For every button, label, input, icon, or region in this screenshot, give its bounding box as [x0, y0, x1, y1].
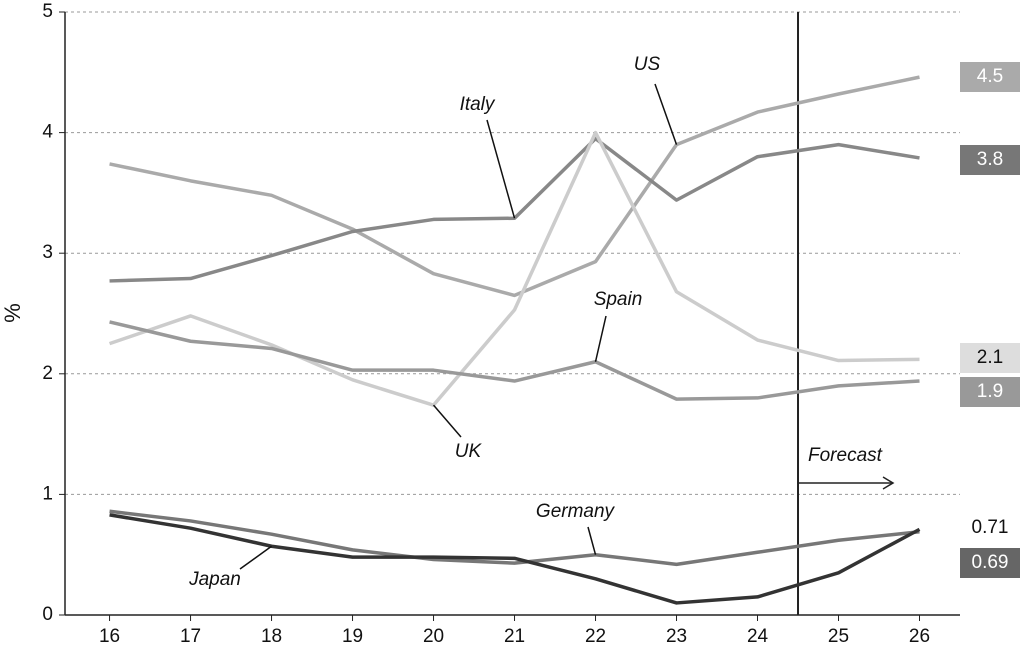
series-line — [108, 130, 920, 407]
end-label: 4.5 — [977, 66, 1003, 87]
y-tick-label: 3 — [42, 242, 53, 263]
end-label: 1.9 — [977, 381, 1003, 402]
x-tick-label: 26 — [909, 626, 930, 647]
end-label-box — [960, 145, 1020, 175]
leader-line — [239, 545, 272, 570]
x-tick-label: 24 — [747, 626, 769, 647]
forecast-label: Forecast — [808, 445, 883, 466]
x-tick-label: 23 — [666, 626, 687, 647]
end-label-box — [960, 548, 1020, 578]
end-label: 0.69 — [972, 552, 1009, 573]
end-label-box — [960, 377, 1020, 407]
x-tick-label: 22 — [585, 626, 606, 647]
x-tick-label: 20 — [423, 626, 444, 647]
series-line — [109, 509, 920, 567]
series-line — [109, 136, 920, 283]
leader-line — [587, 526, 597, 555]
end-label: 3.8 — [977, 149, 1003, 170]
series-label: Italy — [460, 94, 496, 115]
y-tick-label: 1 — [42, 483, 53, 504]
series-line — [109, 513, 921, 605]
series-line — [109, 75, 920, 298]
y-axis-label: % — [0, 303, 25, 323]
x-tick-label: 25 — [828, 626, 849, 647]
end-label-box — [960, 343, 1020, 373]
x-tick-label: 19 — [342, 626, 363, 647]
x-tick-label: 18 — [261, 626, 282, 647]
series-label: Japan — [188, 569, 241, 590]
y-tick-label: 0 — [42, 604, 53, 625]
end-label: 0.71 — [972, 517, 1009, 538]
y-tick-label: 5 — [42, 1, 53, 22]
forecast-arrowhead — [882, 476, 895, 490]
series-line — [109, 320, 920, 401]
x-tick-label: 16 — [99, 626, 120, 647]
leader-line — [654, 83, 678, 145]
x-tick-label: 21 — [504, 626, 525, 647]
y-tick-label: 2 — [42, 363, 53, 384]
leader-line — [486, 119, 516, 219]
leader-line — [594, 315, 607, 362]
series-label: Germany — [536, 501, 616, 522]
y-tick-label: 4 — [42, 122, 53, 143]
series-label: Spain — [594, 289, 643, 310]
series-label: US — [634, 54, 661, 75]
series-label: UK — [455, 441, 483, 462]
leader-line — [432, 404, 462, 438]
end-label: 2.1 — [977, 347, 1003, 368]
x-tick-label: 17 — [180, 626, 201, 647]
end-label-box — [960, 62, 1020, 92]
